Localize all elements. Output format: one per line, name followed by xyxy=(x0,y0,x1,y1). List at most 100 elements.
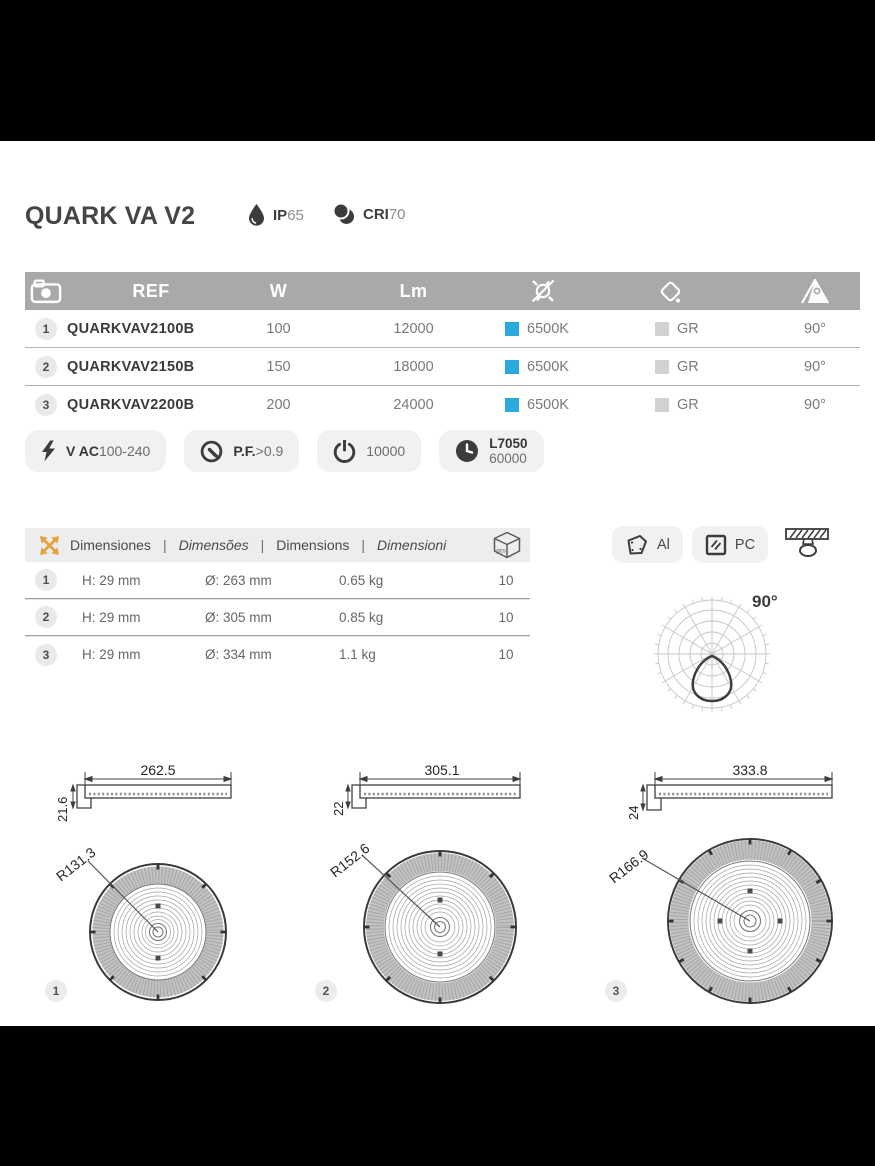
material-diffuser-label: PC xyxy=(734,536,756,553)
cct-swatch xyxy=(505,359,519,374)
polar-beam-angle-label: 90° xyxy=(752,592,778,611)
dim-pcs: 10 xyxy=(498,572,514,588)
dim-diameter: Ø: 263 mm xyxy=(205,572,272,588)
dim-title-en: Dimensions xyxy=(276,537,350,553)
dim-title-separator: | xyxy=(162,537,167,553)
dimensions-table: Dimensiones | Dimensões | Dimensions | D… xyxy=(25,528,530,673)
ip-label: IP xyxy=(273,206,288,224)
switching-cycles-badge: 10000 xyxy=(317,430,422,472)
drawing-height-label: 22 xyxy=(331,802,346,816)
col-header-ref: REF xyxy=(132,280,170,301)
gauge-icon xyxy=(201,440,223,462)
beam-angle-icon xyxy=(801,278,829,304)
dim-height: H: 29 mm xyxy=(82,609,141,625)
beam-angle: 90° xyxy=(804,358,826,375)
drawing-number-badge: 3 xyxy=(605,980,627,1002)
dim-pcs: 10 xyxy=(498,609,514,625)
polar-radial-lines xyxy=(658,600,766,708)
spec-row-1: 1 QUARKVAV2100B 100 12000 6500K GR 90° xyxy=(25,310,860,348)
col-header-lm: Lm xyxy=(399,280,428,301)
col-header-w: W xyxy=(269,280,288,301)
beam-angle: 90° xyxy=(804,397,826,413)
finish-swatch xyxy=(655,398,669,412)
drawing-height-label: 21.6 xyxy=(55,797,70,822)
drawing-radius-label: R152.6 xyxy=(327,840,373,881)
dim-weight: 1.1 kg xyxy=(339,647,376,662)
dim-pcs: 10 xyxy=(498,647,514,662)
pf-value: >0.9 xyxy=(255,443,284,459)
lumens: 12000 xyxy=(393,320,434,337)
pf-label: P.F. xyxy=(233,443,256,459)
wattage: 200 xyxy=(266,397,291,413)
power-icon xyxy=(334,439,356,463)
dim-weight: 0.85 kg xyxy=(339,609,384,625)
expand-arrows-icon xyxy=(40,535,59,555)
cct-value: 6500K xyxy=(527,320,569,337)
drawing-radius-label: R166.9 xyxy=(606,846,652,887)
dim-diameter: Ø: 305 mm xyxy=(205,609,272,625)
lightning-icon xyxy=(42,440,55,462)
metal-plate-icon xyxy=(627,534,647,554)
row-number-badge: 1 xyxy=(35,317,57,340)
material-pc-badge: PC xyxy=(691,526,769,563)
feature-badges: V AC100-240 P.F.>0.9 10000 L7 xyxy=(25,430,544,472)
polar-ticks xyxy=(653,596,771,713)
row-number-badge: 1 xyxy=(35,569,57,591)
finish-swatch xyxy=(655,359,669,374)
cri-label: CRI xyxy=(363,206,389,223)
cct-swatch xyxy=(505,321,519,336)
finish-code: GR xyxy=(677,358,699,375)
cri-circles-icon xyxy=(332,203,354,224)
package-box-icon: pcs xyxy=(493,531,521,559)
dim-row-3: 3 H: 29 mm Ø: 334 mm 1.1 kg 10 xyxy=(25,636,530,673)
lifetime-badge: L7050 60000 xyxy=(439,430,544,472)
finish-swatch xyxy=(655,321,669,336)
row-number-badge: 2 xyxy=(35,606,57,628)
dim-title-separator: | xyxy=(260,537,265,553)
drawing-width-label: 333.8 xyxy=(732,762,767,778)
ref-code: QUARKVAV2200B xyxy=(67,397,195,413)
finish-color-icon xyxy=(660,281,681,303)
dim-title-it: Dimensioni xyxy=(377,537,447,553)
ip-value: 65 xyxy=(287,206,304,224)
material-aluminium-badge: Al xyxy=(612,526,683,563)
pcs-text: pcs xyxy=(496,549,505,555)
switching-cycles-value: 10000 xyxy=(366,443,406,459)
waterdrop-icon xyxy=(249,204,264,226)
fresnel-rings xyxy=(113,887,203,977)
drawing-width-label: 262.5 xyxy=(140,762,175,778)
technical-drawing-3: 333.8 24 xyxy=(606,762,834,1004)
dim-weight: 0.65 kg xyxy=(339,572,384,588)
fresnel-rings xyxy=(388,875,492,979)
row-number-badge: 2 xyxy=(35,355,57,378)
row-number-badge: 3 xyxy=(35,394,57,416)
drawing-number-badge: 2 xyxy=(315,980,337,1002)
voltage-badge: V AC100-240 xyxy=(25,430,167,472)
drawing-width-label: 305.1 xyxy=(424,762,459,778)
camera-icon xyxy=(30,279,62,303)
product-title: QUARK VA V2 xyxy=(25,202,196,230)
clock-icon xyxy=(456,440,479,462)
voltage-label: V AC xyxy=(66,443,99,459)
dim-title-separator: | xyxy=(361,537,366,553)
spec-row-2: 2 QUARKVAV2150B 150 18000 6500K GR 90° xyxy=(25,348,860,386)
glass-panel-icon xyxy=(705,534,727,555)
ceiling-mount-icon xyxy=(785,527,829,557)
lifetime-hours: 60000 xyxy=(489,451,527,466)
lumens: 24000 xyxy=(393,397,434,413)
finish-code: GR xyxy=(677,320,699,337)
bottom-black-band xyxy=(0,1026,875,1166)
drawing-height-label: 24 xyxy=(626,806,641,820)
beam-curve xyxy=(691,654,733,703)
row-number-badge: 3 xyxy=(35,643,57,666)
material-body-label: Al xyxy=(657,536,670,553)
dim-height: H: 29 mm xyxy=(82,572,141,588)
drawing-number-badge: 1 xyxy=(45,980,67,1002)
technical-drawing-2: 305.1 22 R152.6 xyxy=(327,762,522,1004)
wattage: 150 xyxy=(266,358,291,375)
cri-value: 70 xyxy=(388,206,406,223)
beam-angle: 90° xyxy=(804,320,826,337)
spec-table-header: REF W Lm xyxy=(25,272,860,310)
screw-marks xyxy=(668,839,832,1003)
